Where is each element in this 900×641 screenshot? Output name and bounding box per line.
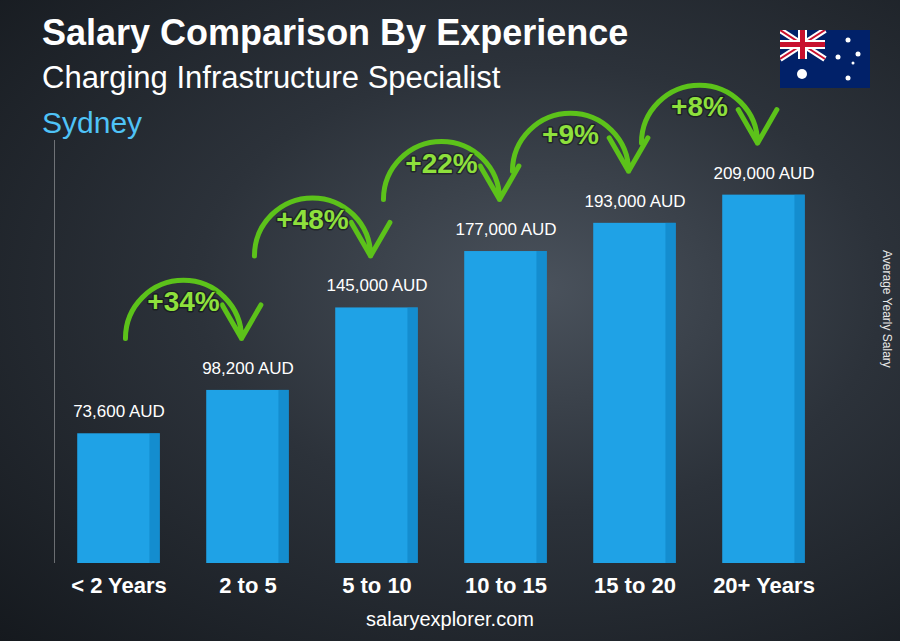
svg-text:+48%: +48% bbox=[276, 204, 348, 235]
svg-text:+22%: +22% bbox=[405, 147, 477, 178]
svg-text:145,000 AUD: 145,000 AUD bbox=[326, 276, 427, 295]
svg-text:177,000 AUD: 177,000 AUD bbox=[455, 220, 556, 239]
svg-text:15 to 20: 15 to 20 bbox=[594, 573, 676, 598]
svg-text:10 to 15: 10 to 15 bbox=[465, 573, 547, 598]
html-text:Sydney: Sydney bbox=[42, 106, 143, 139]
svg-text:+34%: +34% bbox=[147, 286, 219, 317]
svg-text:< 2 Years: < 2 Years bbox=[71, 573, 167, 598]
svg-text:193,000 AUD: 193,000 AUD bbox=[584, 192, 685, 211]
html-text:Salary Comparison By Experienc: Salary Comparison By Experience bbox=[42, 12, 629, 53]
svg-text:5 to 10: 5 to 10 bbox=[342, 573, 412, 598]
svg-text:98,200 AUD: 98,200 AUD bbox=[202, 359, 294, 378]
svg-text:209,000 AUD: 209,000 AUD bbox=[713, 164, 814, 183]
svg-text:+8%: +8% bbox=[671, 91, 728, 122]
svg-text:+9%: +9% bbox=[542, 119, 599, 150]
svg-text:2 to 5: 2 to 5 bbox=[219, 573, 276, 598]
svg-text:20+ Years: 20+ Years bbox=[713, 573, 815, 598]
html-text:salaryexplorer.com: salaryexplorer.com bbox=[366, 608, 534, 630]
html-text:Average Yearly Salary: Average Yearly Salary bbox=[880, 250, 894, 368]
svg-text:73,600 AUD: 73,600 AUD bbox=[73, 402, 165, 421]
html-text:Charging Infrastructure Specia: Charging Infrastructure Specialist bbox=[42, 60, 501, 95]
